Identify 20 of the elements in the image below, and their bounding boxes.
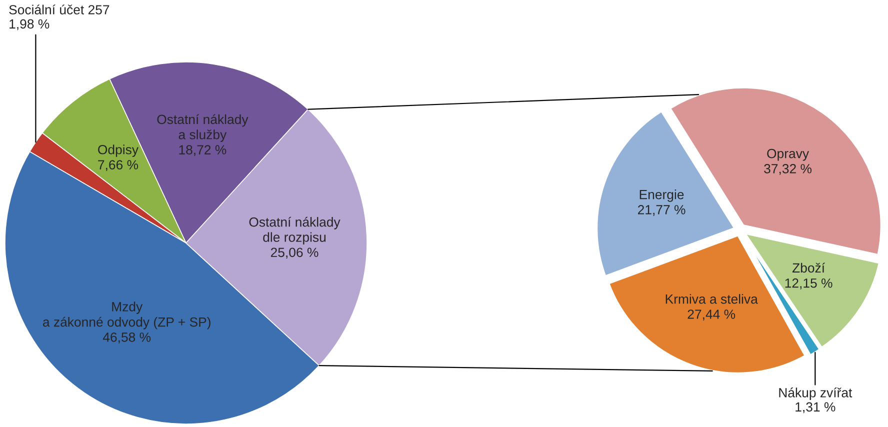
slice-label: Krmiva a steliva — [666, 294, 758, 304]
data-label: 1,31 % — [796, 402, 836, 414]
data-label: 27,44 % — [688, 310, 736, 320]
data-label: 1,98 % — [10, 19, 50, 30]
slice-label: Nákup zvířat — [779, 388, 852, 400]
slice-label: Sociální účet 257 — [9, 4, 110, 14]
slice-label: Zboží — [792, 262, 825, 273]
data-label: 25,06 % — [270, 248, 318, 259]
data-label: 37,32 % — [764, 164, 812, 175]
data-label: 7,66 % — [98, 160, 138, 172]
slice-label: Ostatní náklady dle rozpisu — [249, 216, 340, 245]
slice-label: Energie — [640, 190, 684, 202]
slice-label: Odpisy — [98, 144, 138, 157]
data-label: 12,15 % — [785, 278, 832, 290]
data-label: 46,58 % — [102, 332, 151, 344]
data-label: 18,72 % — [179, 145, 226, 156]
slice-label: Ostatní náklady a služby — [157, 114, 248, 142]
slice-label: Mzdy a zákonné odvody (ZP + SP) — [42, 302, 210, 330]
data-label: 21,77 % — [638, 205, 686, 216]
slice-label: Opravy — [767, 148, 810, 161]
